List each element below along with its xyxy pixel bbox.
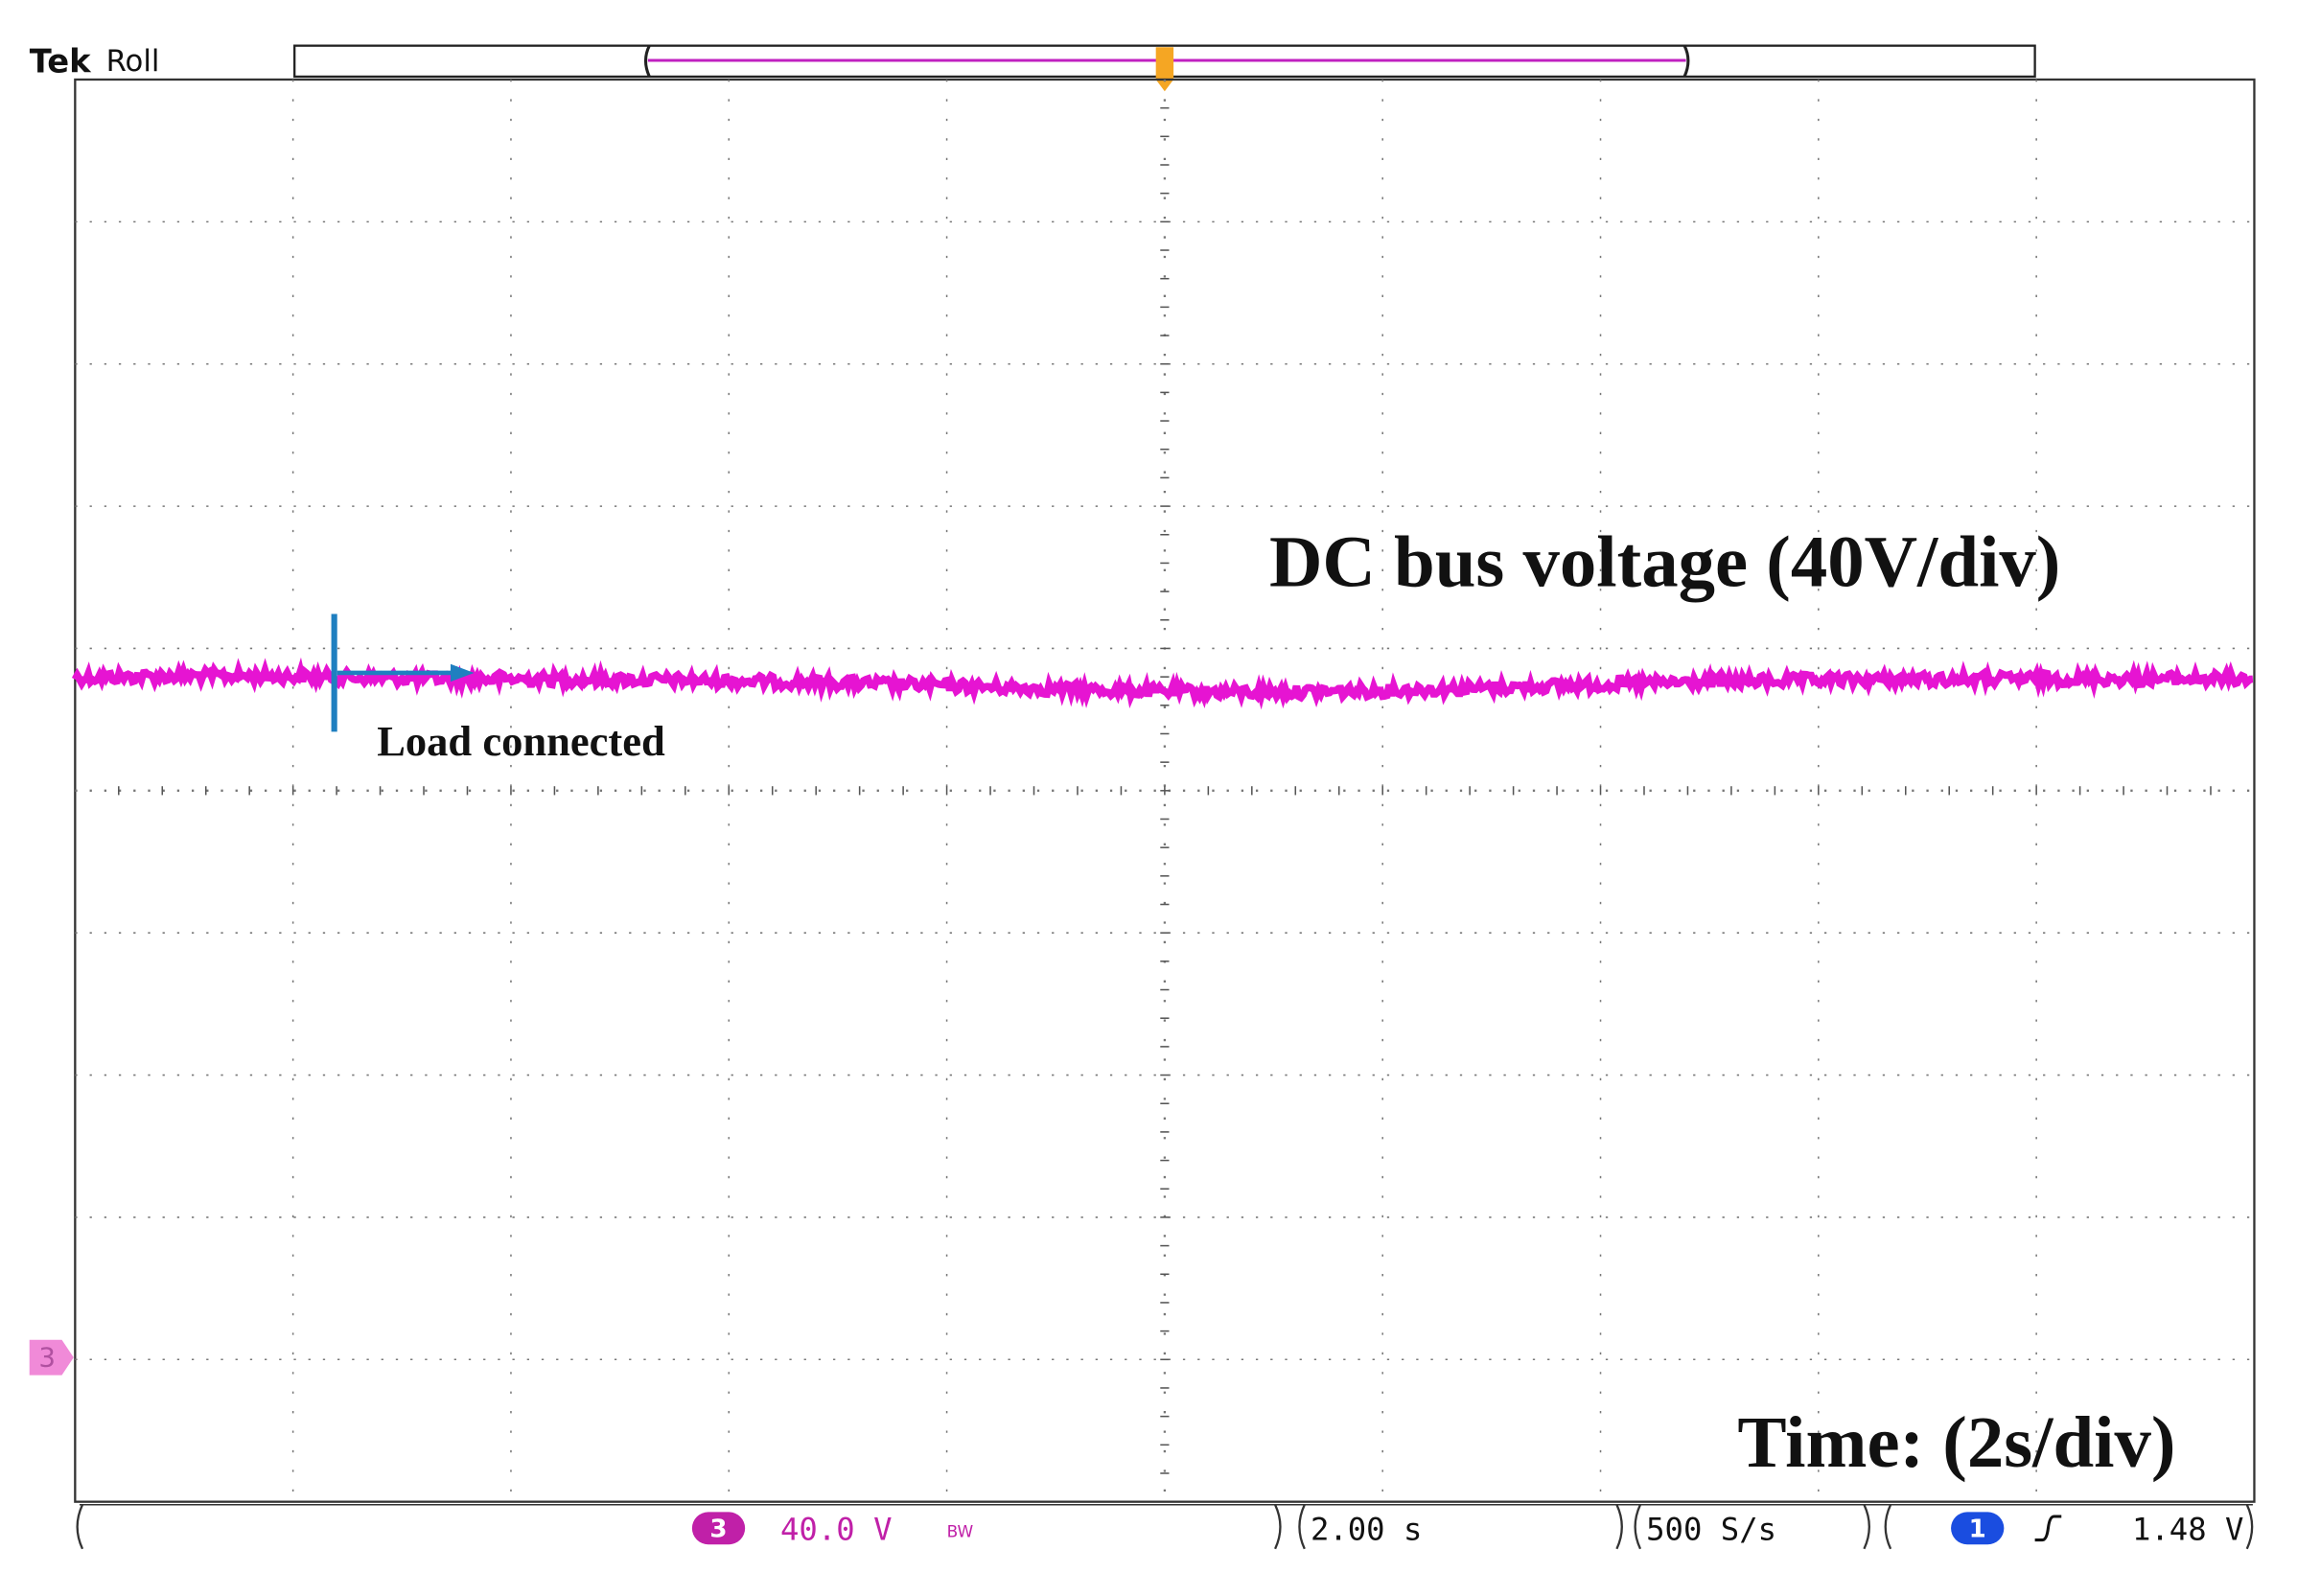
view-bracket — [643, 44, 1690, 78]
trigger-level: 1.48 V — [2132, 1512, 2244, 1548]
graticule — [75, 79, 2255, 1502]
channel-scale: 40.0 V — [780, 1512, 893, 1548]
voltage-trace — [71, 657, 2254, 710]
channel-marker — [29, 1339, 74, 1376]
sample-rate: 500 S/s — [1646, 1512, 1776, 1548]
trigger-source: 1 — [1969, 1515, 1986, 1543]
trigger-slope — [2034, 1515, 2062, 1542]
status-dividers — [76, 1504, 2254, 1550]
timebase: 2.00 s — [1311, 1512, 1423, 1548]
signal-label: DC bus voltage (40V/div) — [1269, 520, 2060, 602]
trigger-badge — [1951, 1512, 2005, 1545]
channel-badge — [691, 1512, 746, 1545]
brand: Tek — [30, 42, 92, 80]
event-label: Load connected — [377, 717, 665, 765]
channel-number: 3 — [709, 1515, 727, 1543]
channel-marker-label: 3 — [38, 1342, 56, 1374]
mode: Roll — [106, 44, 160, 79]
time-label: Time: (2s/div) — [1737, 1401, 2175, 1483]
bandwidth-limit: BW — [947, 1522, 974, 1541]
event-arrowhead — [450, 663, 475, 682]
